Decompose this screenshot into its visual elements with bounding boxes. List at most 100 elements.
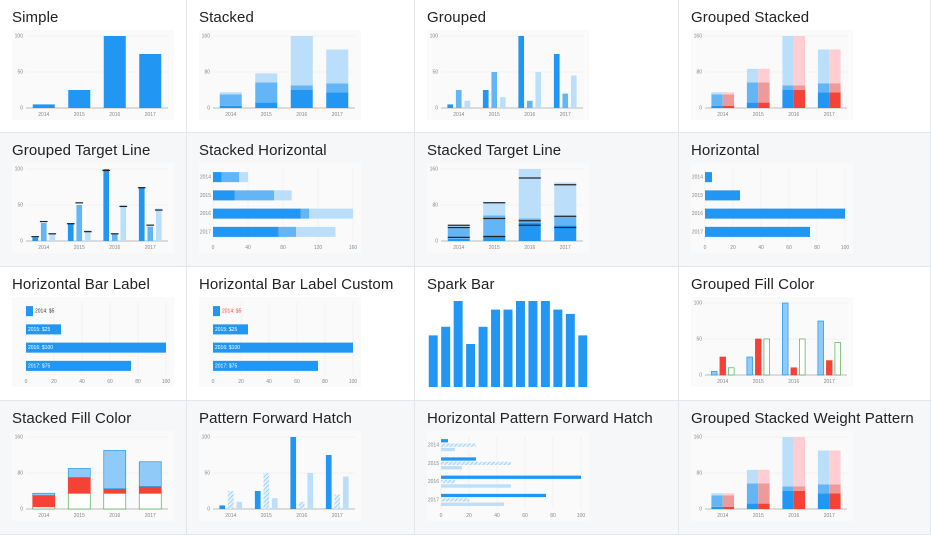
target-line: [518, 177, 541, 179]
bar: [728, 367, 735, 376]
bar: [139, 54, 162, 108]
chart-svg: 0 80 160 2014 2015 2016 2017: [694, 34, 847, 118]
y-tick-label: 2017: [428, 497, 439, 503]
bar: [441, 466, 462, 470]
x-tick-label: 160: [349, 245, 358, 251]
bar: [826, 360, 833, 376]
bar: [32, 104, 55, 108]
chart-cell-grouped-target-line[interactable]: Grouped Target Line 0 50 100 2014 2015 2016 201…: [0, 133, 187, 267]
spark-bar: [441, 326, 451, 387]
x-tick-label: 2015: [753, 379, 764, 385]
chart-cell-horizontal-pattern-forward-hatch[interactable]: Horizontal Pattern Forward Hatch 0 20 40 60 8…: [415, 401, 679, 535]
x-tick-label: 2015: [261, 112, 272, 118]
chart-title: Horizontal Bar Label Custom: [199, 276, 394, 293]
bar: [441, 479, 455, 484]
chart-cell-stacked-target-line[interactable]: Stacked Target Line 0 80 160 2014 2015 2016 201…: [415, 133, 679, 267]
chart-cell-pattern-forward-hatch[interactable]: Pattern Forward Hatch 0 50 100 2014 2015 2016 2…: [187, 401, 415, 535]
chart-svg: [428, 301, 588, 387]
bar: [817, 83, 830, 93]
x-tick-label: 120: [314, 245, 323, 251]
bar: [793, 85, 806, 90]
x-tick-label: 2015: [261, 513, 272, 519]
x-tick-label: 2014: [453, 245, 464, 251]
chart-cell-simple[interactable]: Simple 0 50 100 2014 2015 2016 2017: [0, 0, 187, 133]
target-line: [66, 223, 75, 225]
bar: [441, 502, 504, 506]
bar: [325, 455, 332, 509]
bar: [829, 92, 841, 108]
x-tick-label: 80: [814, 245, 820, 251]
spark-bar: [528, 301, 538, 387]
chart-cell-grouped-fill-color[interactable]: Grouped Fill Color 0 50 100 2014 2015 2016 2017: [679, 267, 931, 401]
bar: [746, 483, 759, 504]
target-line: [554, 184, 577, 186]
x-tick-label: 2016: [296, 112, 307, 118]
bar: [570, 75, 577, 108]
chart-cell-grouped[interactable]: Grouped 0 50 100 2014 2015 2016 2017: [415, 0, 679, 133]
chart-cell-grouped-stacked-weight-pattern[interactable]: Grouped Stacked Weight Pattern 0 80 160 2014…: [679, 401, 931, 535]
target-line: [554, 226, 577, 229]
bar: [711, 105, 723, 108]
chart-svg: 0 80 160 2014 2015 2016 2017: [202, 34, 355, 118]
target-line: [483, 235, 506, 238]
chart-plot: 0 50 100 2014 2015 2016 2017: [199, 431, 361, 521]
y-tick-label: 160: [202, 34, 211, 40]
y-tick-label: 50: [17, 70, 23, 76]
x-tick-label: 2016: [109, 245, 120, 251]
y-tick-label: 0: [207, 106, 210, 112]
bar: [213, 306, 220, 317]
chart-svg: 0 80 160 2014 2015 2016 2017: [694, 435, 847, 519]
x-tick-label: 40: [266, 379, 272, 385]
y-tick-label: 80: [432, 203, 438, 209]
bar: [155, 208, 162, 241]
bar: [290, 90, 313, 108]
x-tick-label: 0: [212, 245, 215, 251]
bar: [103, 169, 110, 241]
x-tick-label: 2017: [824, 112, 835, 118]
bar: [790, 367, 797, 376]
x-tick-label: 0: [212, 379, 215, 385]
bar: [518, 223, 541, 241]
spark-bar: [565, 313, 575, 387]
bar: [290, 437, 297, 509]
bar: [40, 223, 47, 241]
bar: [255, 73, 278, 83]
bar: [221, 172, 240, 183]
chart-cell-stacked[interactable]: Stacked 0 80 160 2014 2015 2016 2017: [187, 0, 415, 133]
bar: [722, 506, 735, 509]
chart-cell-horizontal-bar-label[interactable]: Horizontal Bar Label 0 20 40 60 80 100 2014: $5…: [0, 267, 187, 401]
spark-bar: [478, 326, 488, 387]
bar: [271, 498, 278, 509]
bar: [67, 492, 91, 510]
x-tick-label: 2014: [717, 513, 728, 519]
bar: [103, 488, 127, 494]
chart-cell-stacked-horizontal[interactable]: Stacked Horizontal 0 40 80 120 160 2014 2015 201…: [187, 133, 415, 267]
target-line: [483, 217, 506, 220]
bar: [758, 503, 770, 509]
target-line: [110, 233, 119, 235]
chart-cell-horizontal-bar-label-custom[interactable]: Horizontal Bar Label Custom 0 20 40 60 80 100 2…: [187, 267, 415, 401]
bar: [236, 501, 243, 509]
chart-cell-grouped-stacked[interactable]: Grouped Stacked 0 80 160 2014 2015 2016 2017: [679, 0, 931, 133]
bar: [782, 36, 794, 86]
x-tick-label: 40: [494, 513, 500, 519]
bar: [817, 450, 830, 485]
chart-cell-spark-bar[interactable]: Spark Bar: [415, 267, 679, 401]
y-tick-label: 0: [699, 507, 702, 513]
chart-svg: 0 40 80 120 160 2014 2015 2016 2017: [200, 168, 358, 251]
y-tick-label: 0: [435, 106, 438, 112]
bar: [326, 49, 349, 84]
chart-cell-stacked-fill-color[interactable]: Stacked Fill Color 0 80 160 2014 2015 2016 2017: [0, 401, 187, 535]
bar: [491, 72, 498, 108]
chart-title: Pattern Forward Hatch: [199, 410, 352, 427]
bar: [307, 473, 314, 509]
bar: [705, 172, 712, 183]
chart-cell-horizontal[interactable]: Horizontal 0 20 40 60 80 100 2014 2015 2016 2017: [679, 133, 931, 267]
bar: [138, 492, 162, 510]
bar: [711, 371, 718, 376]
x-tick-label: 20: [466, 513, 472, 519]
y-tick-label: 100: [202, 435, 211, 441]
x-tick-label: 2017: [560, 245, 571, 251]
x-tick-label: 40: [79, 379, 85, 385]
bar: [255, 82, 278, 103]
